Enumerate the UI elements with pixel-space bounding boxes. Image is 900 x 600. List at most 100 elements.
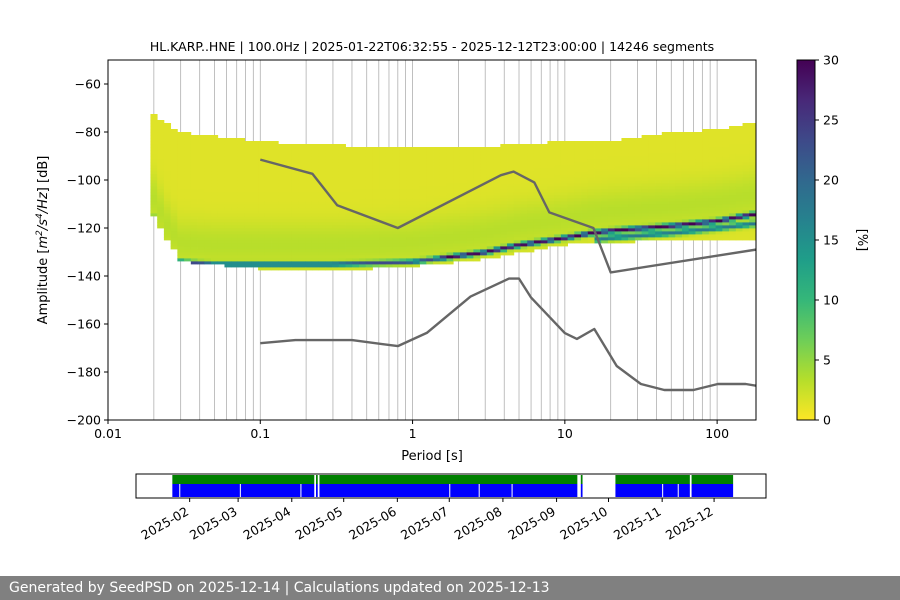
density-cell: [742, 201, 750, 205]
density-cell: [520, 231, 528, 235]
density-cell: [278, 213, 286, 217]
density-cell: [365, 192, 373, 196]
density-cell: [426, 186, 434, 190]
density-cell: [702, 174, 710, 178]
timeline-tick-label: 2025-08: [452, 504, 505, 543]
density-cell: [332, 207, 340, 211]
density-cell: [513, 162, 521, 166]
density-cell: [231, 213, 239, 217]
density-cell: [607, 201, 616, 205]
timeline-tick-label: 2025-09: [505, 504, 558, 543]
density-cell: [204, 222, 212, 226]
density-cell: [345, 264, 353, 268]
density-cell: [520, 165, 528, 169]
density-cell: [285, 144, 293, 148]
density-cell: [406, 168, 414, 172]
density-cell: [352, 192, 360, 196]
density-cell: [385, 210, 394, 214]
density-cell: [729, 162, 737, 166]
density-cell: [318, 207, 326, 211]
density-cell: [318, 246, 326, 250]
density-cell: [352, 174, 360, 178]
density-cell: [399, 252, 407, 256]
density-cell: [419, 162, 427, 166]
density-cell: [661, 201, 669, 205]
density-cell: [433, 252, 441, 256]
density-cell: [742, 222, 750, 226]
density-cell: [735, 153, 743, 157]
density-cell: [211, 189, 219, 193]
density-cell: [258, 177, 266, 181]
density-cell: [406, 198, 414, 202]
density-cell: [540, 213, 548, 217]
density-cell: [715, 237, 723, 241]
density-cell: [547, 162, 555, 166]
density-cell: [251, 264, 259, 268]
density-cell: [419, 168, 427, 172]
density-cell: [419, 207, 427, 211]
density-cell: [385, 204, 394, 208]
density-cell: [285, 192, 293, 196]
density-cell: [332, 219, 340, 223]
density-cell: [264, 165, 272, 169]
density-cell: [190, 153, 198, 157]
density-cell: [675, 228, 683, 232]
density-cell: [554, 210, 562, 214]
density-cell: [305, 189, 313, 193]
density-cell: [231, 195, 239, 199]
density-cell: [702, 159, 710, 163]
density-cell: [251, 171, 259, 175]
density-cell: [729, 231, 737, 235]
density-cell: [399, 231, 407, 235]
density-cell: [170, 231, 178, 235]
density-cell: [264, 210, 272, 214]
density-cell: [237, 141, 246, 145]
density-cell: [177, 132, 185, 136]
density-cell: [204, 231, 212, 235]
density-cell: [426, 228, 434, 232]
density-cell: [621, 147, 629, 151]
density-cell: [655, 204, 663, 208]
density-cell: [150, 129, 158, 133]
density-cell: [311, 249, 320, 253]
density-cell: [587, 189, 595, 193]
density-cell: [688, 144, 696, 148]
density-cell: [291, 201, 299, 205]
density-cell: [480, 195, 488, 199]
density-cell: [291, 252, 299, 256]
density-cell: [520, 204, 528, 208]
density-cell: [372, 180, 380, 184]
density-cell: [453, 234, 461, 238]
density-cell: [204, 156, 212, 160]
density-cell: [352, 246, 360, 250]
density-cell: [688, 207, 696, 211]
density-cell: [533, 192, 542, 196]
density-cell: [601, 213, 609, 217]
density-cell: [702, 213, 710, 217]
density-cell: [190, 240, 198, 244]
density-cell: [722, 180, 730, 184]
density-cell: [190, 234, 198, 238]
density-cell: [278, 174, 286, 178]
density-cell: [163, 231, 172, 235]
density-cell: [520, 249, 528, 253]
density-cell: [500, 186, 508, 190]
density-cell: [634, 207, 643, 211]
density-cell: [399, 165, 407, 169]
density-cell: [480, 171, 488, 175]
density-cell: [749, 144, 756, 148]
density-cell: [426, 150, 434, 154]
plot-frame: [107, 59, 757, 421]
density-cell: [318, 150, 326, 154]
density-cell: [702, 162, 710, 166]
density-cell: [291, 210, 299, 214]
density-cell: [702, 183, 710, 187]
density-cell: [641, 180, 649, 184]
x-tick-label: 0.1: [250, 426, 270, 441]
density-cell: [581, 228, 589, 232]
density-cell: [325, 213, 333, 217]
density-cell: [170, 189, 178, 193]
colorbar-tick-label: 15: [823, 233, 839, 248]
density-cell: [702, 129, 710, 133]
density-cell: [533, 198, 542, 202]
